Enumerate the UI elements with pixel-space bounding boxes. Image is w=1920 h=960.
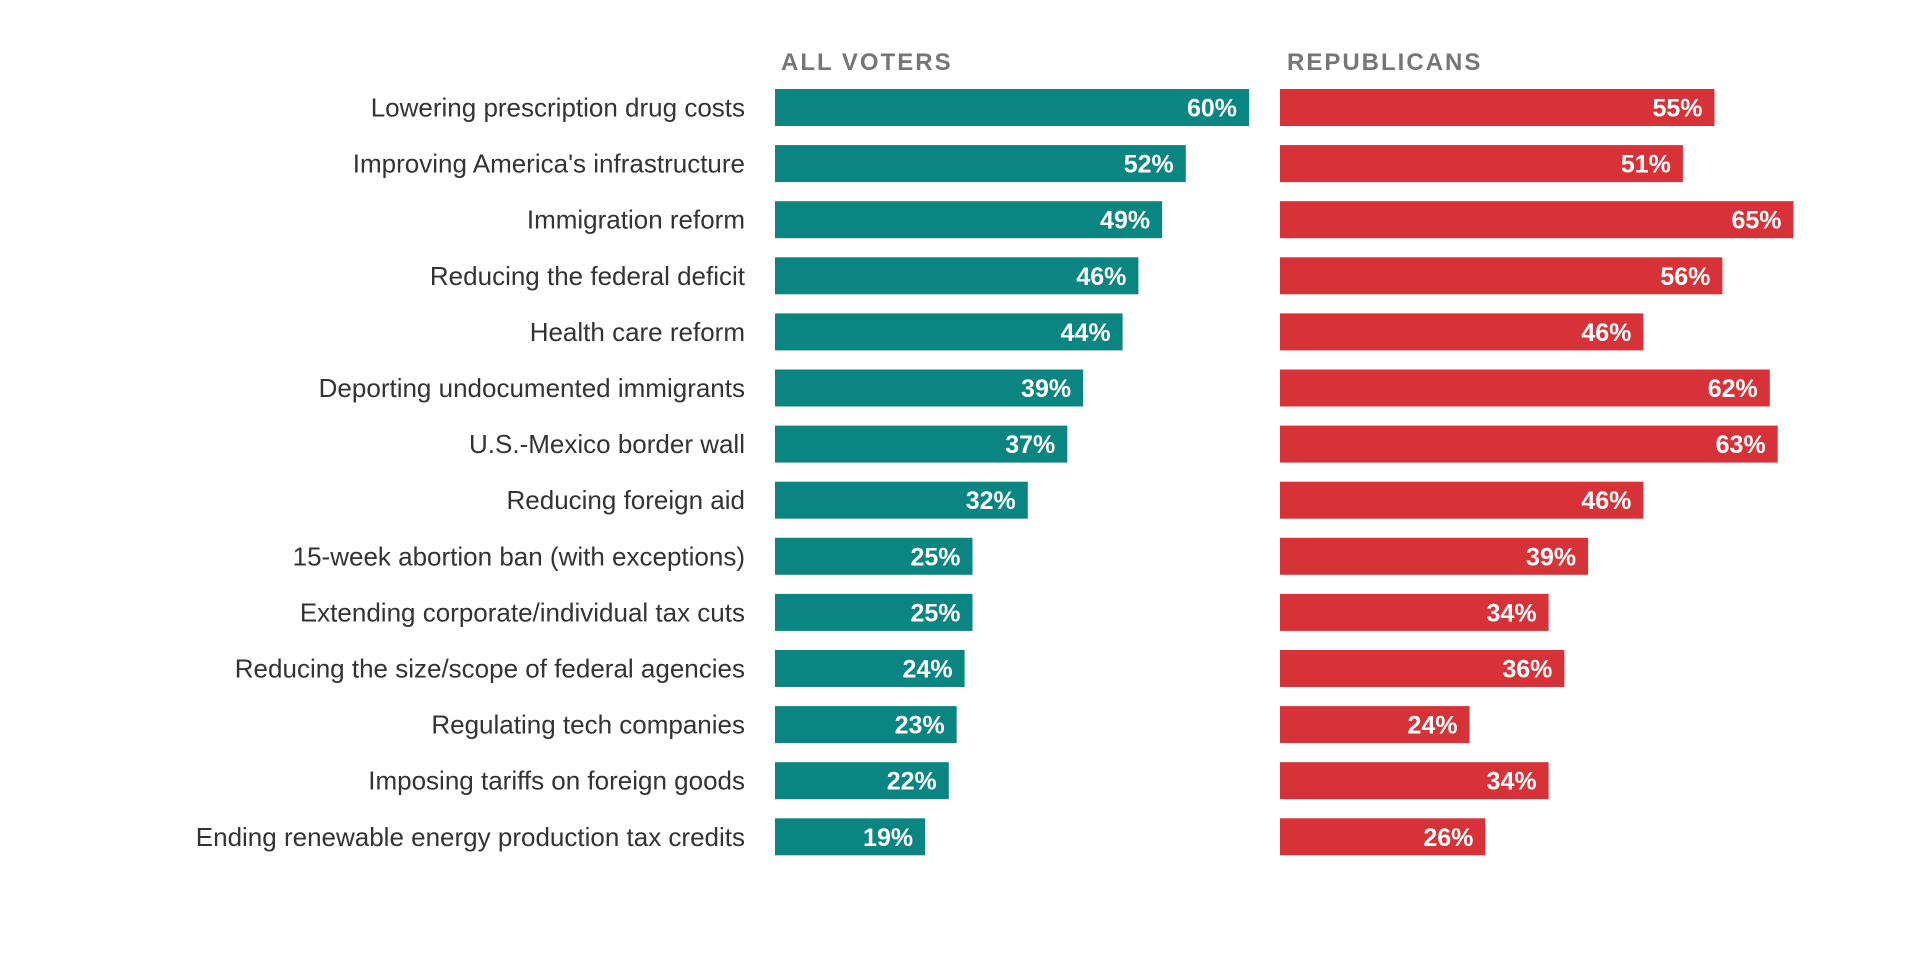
- data-label: 49%: [1100, 207, 1150, 235]
- bar: [1280, 593, 1549, 631]
- bar: [775, 369, 1084, 407]
- bar: [775, 650, 965, 687]
- category-label: Reducing foreign aid: [507, 485, 746, 515]
- data-label: 32%: [966, 487, 1016, 515]
- category-label: Regulating tech companies: [431, 710, 745, 740]
- data-label: 46%: [1581, 487, 1631, 515]
- data-label: 34%: [1487, 768, 1537, 796]
- category-label: Reducing the federal deficit: [430, 261, 746, 291]
- data-label: 19%: [863, 824, 913, 852]
- data-label: 56%: [1660, 263, 1710, 291]
- bar: [775, 537, 973, 575]
- bar: [1280, 425, 1778, 463]
- panel-title-republicans: REPUBLICANS: [1287, 49, 1482, 76]
- data-label: 36%: [1502, 656, 1552, 684]
- category-label: Deporting undocumented immigrants: [319, 373, 745, 403]
- data-label: 44%: [1061, 319, 1111, 347]
- category-label: Health care reform: [530, 317, 745, 347]
- category-label: U.S.-Mexico border wall: [469, 429, 745, 459]
- data-label: 46%: [1581, 319, 1631, 347]
- data-label: 63%: [1716, 431, 1766, 459]
- panel-all-voters: ALL VOTERS 60%52%49%46%44%39%37%32%25%25…: [775, 49, 1249, 856]
- bar: [775, 481, 1028, 519]
- bar: [775, 89, 1249, 126]
- bar: [1280, 145, 1683, 183]
- bar: [775, 201, 1163, 239]
- bar: [775, 313, 1123, 351]
- bar: [1280, 257, 1723, 295]
- bar: [1280, 706, 1470, 744]
- bar: [1280, 481, 1644, 519]
- data-label: 46%: [1076, 263, 1126, 291]
- bar: [775, 706, 957, 744]
- category-label: Reducing the size/scope of federal agenc…: [235, 654, 745, 684]
- panel-title-all-voters: ALL VOTERS: [781, 49, 953, 76]
- data-label: 25%: [910, 599, 960, 627]
- data-label: 22%: [887, 768, 937, 796]
- data-label: 51%: [1621, 151, 1671, 179]
- bar: [775, 425, 1068, 463]
- bar: [1280, 650, 1565, 687]
- data-label: 55%: [1652, 95, 1702, 123]
- data-label: 23%: [895, 712, 945, 740]
- data-label: 39%: [1021, 375, 1071, 403]
- data-label: 52%: [1124, 151, 1174, 179]
- bar: [1280, 762, 1549, 800]
- category-label: Immigration reform: [527, 205, 745, 235]
- category-label: 15-week abortion ban (with exceptions): [293, 541, 745, 571]
- bar: [775, 257, 1139, 295]
- bar: [775, 145, 1186, 183]
- data-label: 25%: [910, 543, 960, 571]
- bar: [1280, 201, 1794, 239]
- data-label: 39%: [1526, 543, 1576, 571]
- bar: [775, 818, 926, 856]
- data-label: 62%: [1708, 375, 1758, 403]
- bar: [1280, 537, 1589, 575]
- data-label: 24%: [903, 656, 953, 684]
- category-label: Improving America's infrastructure: [353, 149, 745, 179]
- category-label: Lowering prescription drug costs: [371, 93, 745, 123]
- data-label: 60%: [1187, 95, 1237, 123]
- bar: [1280, 89, 1715, 126]
- category-label: Imposing tariffs on foreign goods: [368, 766, 745, 796]
- data-label: 37%: [1005, 431, 1055, 459]
- category-label: Ending renewable energy production tax c…: [196, 822, 745, 852]
- data-label: 26%: [1423, 824, 1473, 852]
- category-label: Extending corporate/individual tax cuts: [300, 597, 745, 627]
- bar: [1280, 369, 1770, 407]
- category-labels: Lowering prescription drug costs Improvin…: [196, 93, 746, 852]
- data-label: 24%: [1408, 712, 1458, 740]
- bar: [1280, 818, 1486, 856]
- data-label: 65%: [1731, 207, 1781, 235]
- bar: [775, 762, 949, 800]
- panel-republicans: REPUBLICANS 55%51%65%56%46%62%63%46%39%3…: [1280, 49, 1794, 856]
- bar: [775, 593, 973, 631]
- data-label: 34%: [1487, 599, 1537, 627]
- bar: [1280, 313, 1644, 351]
